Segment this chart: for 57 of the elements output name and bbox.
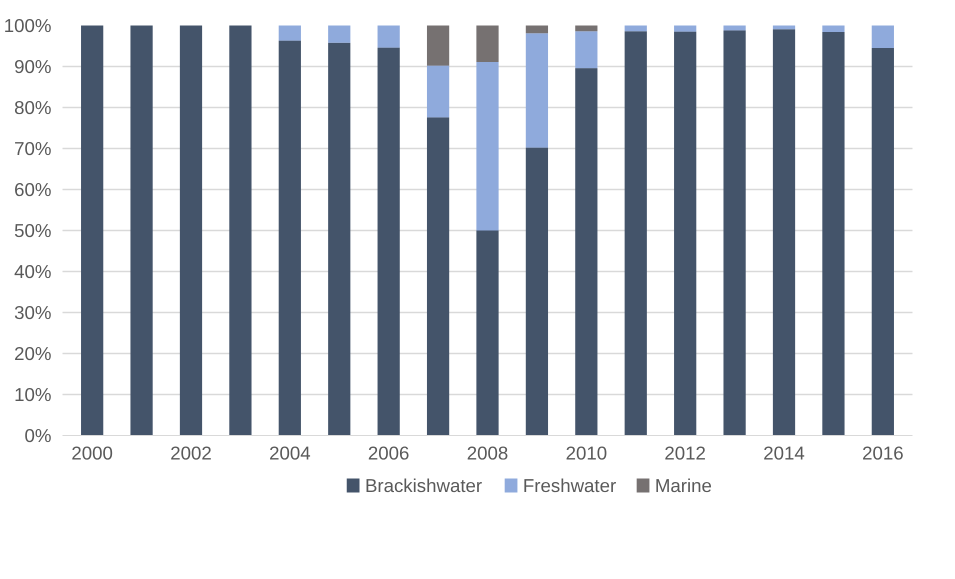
bar: [526, 26, 548, 34]
bar: [426, 117, 450, 436]
legend-label: Marine: [654, 475, 712, 496]
y-tick-label: 50%: [14, 220, 52, 241]
x-tick-label: 2006: [368, 442, 410, 464]
bar: [278, 40, 301, 436]
bar: [278, 26, 301, 41]
bar: [674, 32, 696, 436]
y-tick-label: 100%: [4, 15, 52, 36]
y-tick-label: 10%: [14, 384, 52, 405]
bar: [81, 26, 104, 436]
bar: [575, 26, 598, 32]
x-tick-label: 2014: [763, 442, 805, 464]
bar: [476, 26, 499, 62]
bar: [526, 33, 548, 148]
bar: [426, 66, 450, 118]
bar: [772, 26, 796, 30]
bar: [526, 148, 548, 436]
bar: [426, 26, 450, 66]
bar: [872, 48, 894, 436]
x-tick-label: 2002: [170, 442, 212, 464]
bar: [130, 26, 153, 436]
bar: [476, 62, 499, 230]
y-tick-label: 40%: [14, 261, 52, 282]
bar: [723, 30, 746, 436]
y-tick-label: 30%: [14, 302, 52, 323]
x-tick-label: 2016: [862, 442, 904, 464]
x-tick-label: 2004: [269, 442, 311, 464]
y-tick-label: 20%: [14, 343, 52, 364]
bar: [772, 29, 796, 436]
x-tick-label: 2008: [466, 442, 508, 464]
bar: [575, 68, 598, 436]
bar: [180, 26, 202, 436]
x-tick-label: 2010: [566, 442, 608, 464]
bar: [328, 42, 350, 436]
bar: [822, 32, 845, 436]
bar: [723, 26, 746, 30]
bar: [872, 26, 894, 48]
bar: [575, 31, 598, 68]
bar: [476, 230, 499, 436]
bar: [378, 26, 400, 48]
y-tick-label: 90%: [14, 56, 52, 77]
bar: [328, 26, 350, 43]
bar: [378, 48, 400, 436]
legend-label: Brackishwater: [364, 475, 482, 496]
x-tick-label: 2000: [71, 442, 113, 464]
bar: [624, 26, 647, 32]
x-tick-label: 2012: [664, 442, 706, 464]
bar: [822, 26, 845, 32]
bar: [229, 26, 252, 436]
legend-label: Freshwater: [522, 475, 616, 496]
y-tick-label: 0%: [24, 425, 52, 446]
bar: [674, 26, 696, 32]
y-tick-label: 60%: [14, 179, 52, 200]
y-tick-label: 70%: [14, 138, 52, 159]
y-tick-label: 80%: [14, 97, 52, 118]
bar: [624, 31, 647, 436]
